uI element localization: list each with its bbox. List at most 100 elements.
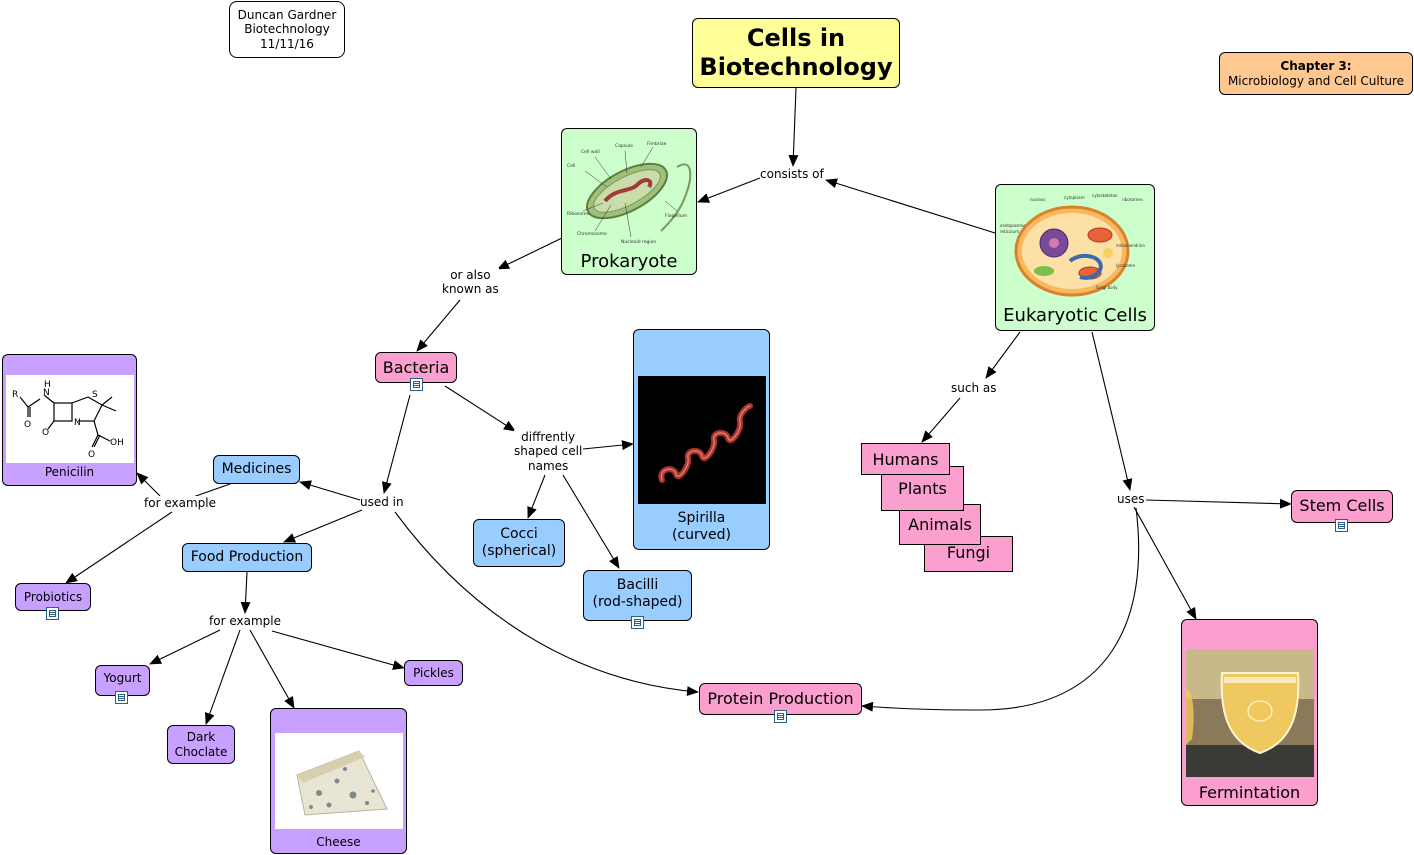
title-node[interactable]: Cells in Biotechnology bbox=[692, 18, 900, 88]
edge-forexample-cheese bbox=[249, 629, 295, 709]
edge-suchas-humans bbox=[921, 397, 961, 443]
medicines-node[interactable]: Medicines bbox=[213, 455, 300, 484]
svg-text:Golgi body: Golgi body bbox=[1096, 285, 1118, 290]
svg-text:Fimbriae: Fimbriae bbox=[647, 141, 667, 147]
svg-text:reticulum: reticulum bbox=[1000, 229, 1019, 234]
stem-cells-node[interactable]: Stem Cells bbox=[1291, 490, 1393, 523]
cocci-name: Cocci bbox=[500, 526, 538, 543]
fermintation-beer-glass-image bbox=[1185, 649, 1314, 777]
edge-bacteria-usedin bbox=[381, 394, 411, 494]
link-diffrently-line-3: names bbox=[528, 458, 569, 473]
chapter-number: Chapter 3: bbox=[1280, 59, 1352, 74]
protein-production-label: Protein Production bbox=[707, 689, 854, 708]
stem-cells-note-icon[interactable] bbox=[1335, 519, 1348, 532]
prokaryote-label: Prokaryote bbox=[580, 251, 678, 272]
chapter-node[interactable]: Chapter 3: Microbiology and Cell Culture bbox=[1219, 52, 1413, 95]
title-line-1: Cells in bbox=[746, 24, 846, 53]
prokaryote-diagram-image: Cell Cell wall Capsule Fimbriae Ribosome Ch… bbox=[567, 141, 692, 245]
link-consists-of: consists of bbox=[760, 167, 824, 182]
bacilli-node[interactable]: Bacilli (rod-shaped) bbox=[583, 570, 692, 621]
protein-production-node[interactable]: Protein Production bbox=[699, 683, 862, 715]
medicines-label: Medicines bbox=[221, 461, 292, 478]
edge-forexample-yogurt bbox=[149, 629, 221, 665]
author-name: Duncan Gardner bbox=[237, 7, 337, 22]
probiotics-node[interactable]: Probiotics bbox=[15, 583, 91, 611]
edge-uses-protein bbox=[861, 507, 1140, 712]
spirilla-name: Spirilla bbox=[677, 510, 726, 526]
protein-production-note-icon[interactable] bbox=[774, 710, 787, 723]
link-used-in: used in bbox=[360, 495, 404, 510]
yogurt-node[interactable]: Yogurt bbox=[95, 665, 150, 696]
spirilla-label: Spirilla (curved) bbox=[672, 510, 731, 544]
eukaryotic-cells-label: Eukaryotic Cells bbox=[1003, 305, 1147, 326]
eukaryotic-cells-node[interactable]: nucleus cytoplasm cytoskeleton ribosomes en… bbox=[995, 184, 1155, 331]
dark-choclate-node[interactable]: Dark Choclate bbox=[167, 725, 235, 764]
edge-eukaryotic-uses bbox=[1091, 331, 1133, 491]
author-box[interactable]: Duncan Gardner Biotechnology 11/11/16 bbox=[229, 1, 345, 58]
penicilin-r-label: R bbox=[12, 390, 18, 400]
link-or-also-known-as: or also known as bbox=[442, 268, 499, 297]
penicilin-o3-label: O bbox=[88, 450, 95, 460]
cocci-shape: (spherical) bbox=[481, 543, 557, 559]
penicilin-node[interactable]: R N H S N O O OH O Penicilin bbox=[2, 354, 137, 486]
fungi-label: Fungi bbox=[946, 542, 991, 562]
probiotics-label: Probiotics bbox=[23, 589, 83, 604]
edge-food-forexample bbox=[240, 571, 251, 614]
food-production-label: Food Production bbox=[190, 549, 304, 566]
yogurt-note-icon[interactable] bbox=[115, 691, 128, 704]
svg-text:ribosomes: ribosomes bbox=[1122, 197, 1143, 202]
bacilli-note-icon[interactable] bbox=[631, 616, 644, 629]
link-uses: uses bbox=[1117, 492, 1145, 507]
animals-label: Animals bbox=[908, 515, 972, 534]
edge-diffrently-cocci bbox=[527, 474, 546, 519]
link-diffrently-line-1: diffrently bbox=[521, 430, 576, 444]
edge-known-bacteria bbox=[416, 299, 461, 352]
dark-choclate-line-2: Choclate bbox=[174, 744, 228, 759]
cocci-node[interactable]: Cocci (spherical) bbox=[473, 519, 565, 567]
edge-usedin-protein bbox=[394, 511, 699, 697]
link-for-example-food: for example bbox=[209, 614, 281, 629]
fermintation-node[interactable]: Fermintation bbox=[1181, 619, 1318, 806]
food-production-node[interactable]: Food Production bbox=[182, 543, 312, 572]
dark-choclate-line-1: Dark bbox=[186, 730, 216, 745]
svg-text:Nucleoid region: Nucleoid region bbox=[621, 239, 656, 245]
pickles-label: Pickles bbox=[413, 665, 454, 680]
stem-cells-label: Stem Cells bbox=[1299, 496, 1385, 515]
edge-eukaryotic-consists bbox=[825, 178, 996, 234]
edge-usedin-food bbox=[283, 509, 363, 543]
penicilin-s-label: S bbox=[92, 390, 98, 400]
spirilla-node[interactable]: Spirilla (curved) bbox=[633, 329, 770, 550]
link-or-also-line-2: known as bbox=[442, 282, 499, 297]
chapter-title: Microbiology and Cell Culture bbox=[1227, 73, 1405, 88]
link-for-example-medicines: for example bbox=[144, 496, 216, 511]
fermintation-label: Fermintation bbox=[1198, 783, 1301, 802]
bacteria-note-icon[interactable] bbox=[410, 378, 423, 391]
yogurt-label: Yogurt bbox=[103, 671, 142, 685]
bacteria-node[interactable]: Bacteria bbox=[375, 352, 457, 383]
spirilla-image bbox=[637, 376, 766, 504]
edge-medicines-forexample bbox=[192, 483, 231, 498]
humans-node[interactable]: Humans bbox=[861, 443, 950, 475]
cheese-node[interactable]: Cheese bbox=[270, 708, 407, 854]
svg-text:nucleus: nucleus bbox=[1030, 197, 1045, 202]
link-or-also-line-1: or also bbox=[450, 268, 491, 282]
edge-consists-prokaryote bbox=[697, 177, 761, 203]
edge-eukaryotic-suchas bbox=[985, 331, 1021, 379]
penicilin-label: Penicilin bbox=[44, 465, 95, 479]
svg-text:Cell wall: Cell wall bbox=[581, 149, 600, 155]
penicilin-n-label: N bbox=[74, 418, 81, 428]
eukaryotic-cell-diagram-image: nucleus cytoplasm cytoskeleton ribosomes en… bbox=[1000, 193, 1145, 297]
humans-label: Humans bbox=[872, 449, 939, 469]
probiotics-note-icon[interactable] bbox=[46, 607, 59, 620]
penicilin-nh-label: N bbox=[43, 388, 50, 398]
edge-diffrently-spirilla bbox=[582, 440, 634, 451]
svg-text:Ribosome: Ribosome bbox=[567, 211, 589, 217]
link-diffrently-shaped: diffrently shaped cell names bbox=[514, 430, 583, 474]
prokaryote-node[interactable]: Cell Cell wall Capsule Fimbriae Ribosome Ch… bbox=[561, 128, 697, 275]
pickles-node[interactable]: Pickles bbox=[404, 660, 463, 686]
link-such-as: such as bbox=[951, 381, 997, 396]
bacilli-name: Bacilli bbox=[616, 577, 659, 593]
edge-forexample-probiotics bbox=[65, 511, 173, 584]
bacteria-label: Bacteria bbox=[382, 357, 450, 377]
penicilin-h-label: H bbox=[44, 380, 51, 390]
